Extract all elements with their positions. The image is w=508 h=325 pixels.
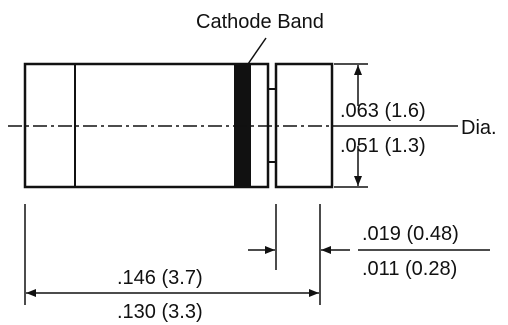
dia-min-label: .051 (1.3): [340, 135, 426, 157]
cathode-band-label: Cathode Band: [196, 11, 324, 33]
length-max-label: .146 (3.7): [117, 267, 203, 289]
length-min-label: .130 (3.3): [117, 301, 203, 323]
dia-max-label: .063 (1.6): [340, 100, 426, 122]
lead-min-label: .011 (0.28): [362, 258, 457, 280]
cathode-band-leader: [247, 37, 267, 65]
dia-suffix-label: Dia.: [461, 117, 497, 139]
lead-max-label: .019 (0.48): [362, 223, 459, 245]
